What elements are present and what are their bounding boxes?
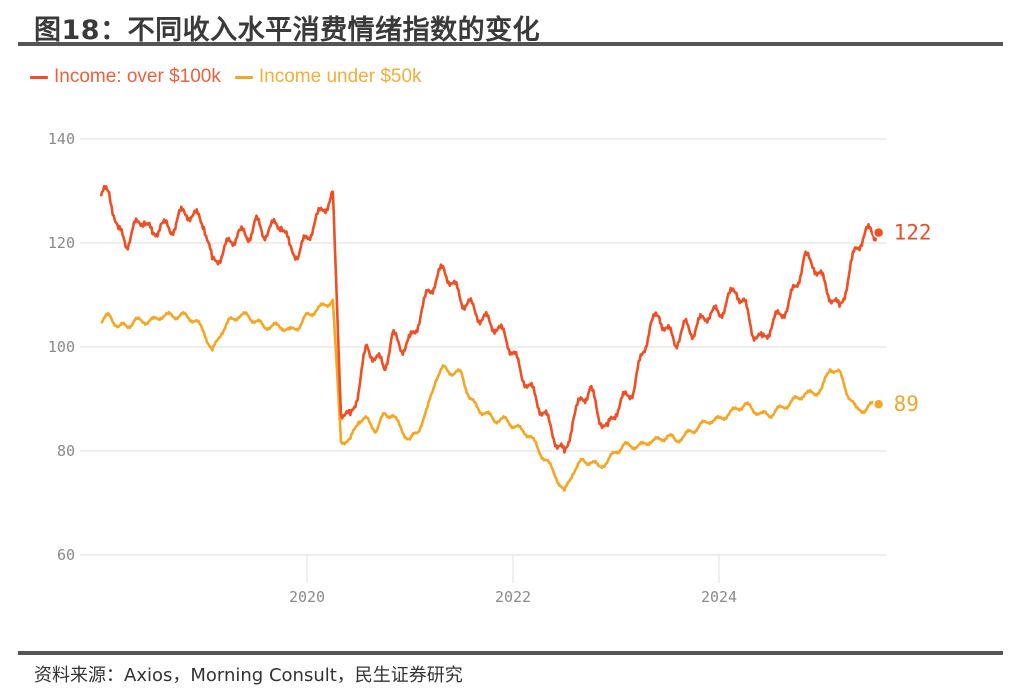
- y-axis: 60 80 100 120 140: [48, 130, 75, 564]
- end-point-marker-icon: [872, 226, 885, 239]
- legend-item-under-50k: Income under $50k: [234, 66, 422, 88]
- page-title: 图18：不同收入水平消费情绪指数的变化: [34, 15, 541, 46]
- end-labels: 122 89: [872, 221, 932, 416]
- end-value-label: 89: [894, 392, 919, 416]
- series-lines: [99, 184, 880, 492]
- end-value-label: 122: [894, 221, 932, 245]
- y-tick-label: 80: [57, 442, 75, 460]
- y-tick-label: 140: [48, 130, 75, 148]
- legend-item-over-100k: Income: over $100k: [30, 66, 221, 88]
- gridlines: [80, 138, 887, 556]
- series-line-under-50k: [100, 298, 880, 492]
- x-tick-label: 2024: [701, 588, 737, 606]
- chart-legend: Income: over $100k Income under $50k: [30, 66, 422, 88]
- x-axis: 2020 2022 2024: [289, 555, 737, 606]
- x-tick-label: 2020: [289, 588, 325, 606]
- y-tick-label: 60: [57, 546, 75, 564]
- end-point-marker-icon: [872, 398, 885, 410]
- x-tick-label: 2022: [495, 588, 531, 606]
- series-line-over-100k: [99, 184, 880, 454]
- y-tick-label: 120: [48, 234, 75, 252]
- y-tick-label: 100: [48, 338, 75, 356]
- header-divider: [18, 42, 1003, 46]
- legend-label: Income: over $100k: [54, 66, 221, 87]
- legend-label: Income under $50k: [258, 66, 422, 87]
- source-note: 资料来源：Axios，Morning Consult，民生证券研究: [34, 665, 463, 686]
- legend-swatch-icon: [234, 75, 253, 79]
- footer-divider: [18, 651, 1003, 655]
- legend-swatch-icon: [30, 75, 48, 79]
